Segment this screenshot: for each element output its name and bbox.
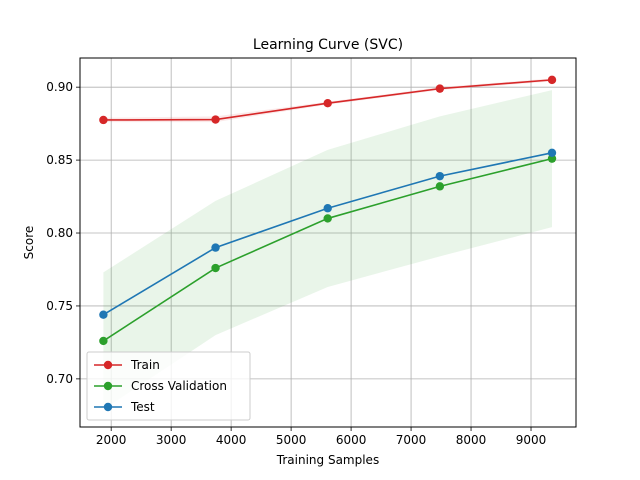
- y-tick-label: 0.85: [46, 153, 73, 167]
- legend-box: [86, 351, 251, 421]
- x-tick-label: 3000: [156, 433, 187, 447]
- cross-validation-band: [103, 90, 553, 410]
- cross-validation-point: [435, 182, 445, 191]
- legend-train-marker: [103, 360, 113, 370]
- series-markers: [99, 75, 557, 346]
- cross-validation-point: [323, 214, 332, 223]
- plot-frame: [79, 57, 577, 428]
- y-tick-label: 0.75: [46, 299, 73, 313]
- cross-validation-point: [99, 336, 108, 346]
- x-tick-label: 5000: [276, 433, 307, 447]
- y-tick-label: 0.80: [46, 226, 73, 240]
- x-tick-label: 2000: [96, 433, 127, 447]
- test-point: [99, 310, 108, 319]
- train-point: [99, 115, 108, 125]
- x-tick-label: 4000: [216, 433, 247, 447]
- y-tick-label: 0.70: [46, 372, 73, 386]
- y-axis-title: Score: [22, 226, 36, 260]
- legend-cross-validation-label: Cross Validation: [131, 379, 227, 393]
- test-point: [323, 204, 332, 213]
- legend-test-marker: [103, 402, 113, 412]
- test-point: [435, 171, 445, 181]
- train-point: [547, 75, 557, 85]
- y-axis-ticks: 0.70 0.75 0.80 0.85 0.90: [46, 80, 80, 386]
- legend-test-label: Test: [130, 400, 155, 414]
- legend: Train Cross Validation Test: [86, 351, 251, 421]
- cross-validation-point: [547, 154, 557, 163]
- train-point: [435, 84, 445, 93]
- train-point: [211, 115, 220, 124]
- x-axis-title: Training Samples: [276, 453, 379, 467]
- legend-cross-validation-marker: [103, 381, 113, 391]
- train-point: [323, 99, 332, 108]
- x-tick-label: 8000: [456, 433, 487, 447]
- test-point: [547, 148, 557, 158]
- x-tick-label: 7000: [396, 433, 427, 447]
- grid: [80, 58, 576, 427]
- cross-validation-point: [211, 263, 220, 273]
- x-tick-label: 6000: [336, 433, 367, 447]
- y-tick-label: 0.90: [46, 80, 73, 94]
- legend-train-label: Train: [130, 358, 160, 372]
- x-axis-ticks: 2000 3000 4000 5000 6000 7000 8000 9000: [96, 427, 546, 447]
- chart-title: Learning Curve (SVC): [253, 37, 403, 53]
- x-tick-label: 9000: [516, 433, 547, 447]
- test-point: [211, 243, 220, 252]
